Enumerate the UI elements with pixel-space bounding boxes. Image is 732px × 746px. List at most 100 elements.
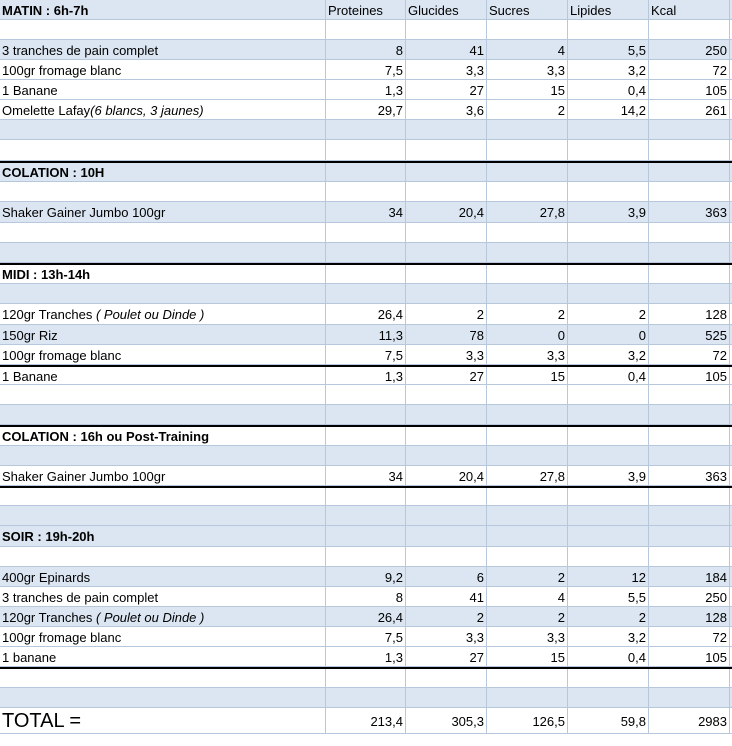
- sucres-cell[interactable]: [487, 526, 568, 547]
- kcal-cell[interactable]: [649, 506, 730, 526]
- kcal-cell[interactable]: 250: [649, 587, 730, 607]
- glucides-cell[interactable]: 27: [406, 647, 487, 667]
- glucides-cell[interactable]: [406, 20, 487, 40]
- proteines-cell[interactable]: 7,5: [326, 627, 406, 647]
- kcal-cell[interactable]: [649, 669, 730, 688]
- glucides-cell[interactable]: 3,3: [406, 345, 487, 365]
- kcal-cell[interactable]: 105: [649, 647, 730, 667]
- glucides-cell[interactable]: [406, 182, 487, 202]
- sucres-cell[interactable]: 126,5: [487, 708, 568, 734]
- lipides-cell[interactable]: [568, 446, 649, 466]
- food-item-cell[interactable]: 3 tranches de pain complet: [0, 40, 326, 60]
- lipides-cell[interactable]: 59,8: [568, 708, 649, 734]
- sucres-cell[interactable]: 3,3: [487, 60, 568, 80]
- glucides-cell[interactable]: 2: [406, 607, 487, 627]
- lipides-cell[interactable]: 2: [568, 304, 649, 325]
- kcal-cell[interactable]: [649, 488, 730, 506]
- sucres-cell[interactable]: [487, 488, 568, 506]
- proteines-cell[interactable]: [326, 488, 406, 506]
- sucres-cell[interactable]: [487, 265, 568, 284]
- glucides-cell[interactable]: [406, 488, 487, 506]
- lipides-cell[interactable]: [568, 547, 649, 567]
- kcal-cell[interactable]: [649, 243, 730, 263]
- proteines-cell[interactable]: [326, 446, 406, 466]
- glucides-cell[interactable]: 3,6: [406, 100, 487, 120]
- glucides-cell[interactable]: 20,4: [406, 466, 487, 486]
- lipides-cell[interactable]: [568, 163, 649, 182]
- lipides-cell[interactable]: [568, 20, 649, 40]
- kcal-cell[interactable]: [649, 547, 730, 567]
- sucres-cell[interactable]: [487, 284, 568, 304]
- proteines-cell[interactable]: 1,3: [326, 80, 406, 100]
- proteines-cell[interactable]: [326, 265, 406, 284]
- empty-cell[interactable]: [0, 669, 326, 688]
- proteines-cell[interactable]: 1,3: [326, 367, 406, 385]
- proteines-cell[interactable]: [326, 120, 406, 140]
- glucides-cell[interactable]: 27: [406, 80, 487, 100]
- lipides-cell[interactable]: [568, 405, 649, 425]
- lipides-cell[interactable]: [568, 669, 649, 688]
- kcal-cell[interactable]: 72: [649, 627, 730, 647]
- proteines-cell[interactable]: 34: [326, 202, 406, 223]
- food-item-cell[interactable]: 100gr fromage blanc: [0, 627, 326, 647]
- sucres-cell[interactable]: 2: [487, 304, 568, 325]
- lipides-cell[interactable]: [568, 688, 649, 708]
- lipides-cell[interactable]: 0,4: [568, 80, 649, 100]
- lipides-cell[interactable]: Lipides: [568, 0, 649, 20]
- proteines-cell[interactable]: 1,3: [326, 647, 406, 667]
- glucides-cell[interactable]: 2: [406, 304, 487, 325]
- sucres-cell[interactable]: [487, 182, 568, 202]
- proteines-cell[interactable]: [326, 385, 406, 405]
- sucres-cell[interactable]: [487, 446, 568, 466]
- lipides-cell[interactable]: 3,2: [568, 345, 649, 365]
- food-item-cell[interactable]: Shaker Gainer Jumbo 100gr: [0, 202, 326, 223]
- glucides-cell[interactable]: 27: [406, 367, 487, 385]
- glucides-cell[interactable]: [406, 669, 487, 688]
- kcal-cell[interactable]: [649, 688, 730, 708]
- proteines-cell[interactable]: Proteines: [326, 0, 406, 20]
- kcal-cell[interactable]: [649, 446, 730, 466]
- proteines-cell[interactable]: 8: [326, 40, 406, 60]
- lipides-cell[interactable]: 2: [568, 607, 649, 627]
- proteines-cell[interactable]: [326, 547, 406, 567]
- proteines-cell[interactable]: [326, 688, 406, 708]
- glucides-cell[interactable]: [406, 223, 487, 243]
- proteines-cell[interactable]: [326, 243, 406, 263]
- glucides-cell[interactable]: Glucides: [406, 0, 487, 20]
- section-title-cell[interactable]: COLATION : 16h ou Post-Training: [0, 427, 326, 446]
- kcal-cell[interactable]: [649, 265, 730, 284]
- empty-cell[interactable]: [0, 385, 326, 405]
- glucides-cell[interactable]: [406, 427, 487, 446]
- sucres-cell[interactable]: [487, 140, 568, 161]
- food-item-cell[interactable]: 1 Banane: [0, 80, 326, 100]
- food-item-cell[interactable]: 150gr Riz: [0, 325, 326, 345]
- empty-cell[interactable]: [0, 446, 326, 466]
- sucres-cell[interactable]: 4: [487, 40, 568, 60]
- lipides-cell[interactable]: 0,4: [568, 647, 649, 667]
- proteines-cell[interactable]: [326, 405, 406, 425]
- glucides-cell[interactable]: 6: [406, 567, 487, 587]
- glucides-cell[interactable]: [406, 385, 487, 405]
- lipides-cell[interactable]: 14,2: [568, 100, 649, 120]
- total-label-cell[interactable]: TOTAL =: [0, 708, 326, 734]
- kcal-cell[interactable]: [649, 140, 730, 161]
- glucides-cell[interactable]: [406, 120, 487, 140]
- sucres-cell[interactable]: [487, 223, 568, 243]
- food-item-cell[interactable]: 400gr Epinards: [0, 567, 326, 587]
- section-title-cell[interactable]: MIDI : 13h-14h: [0, 265, 326, 284]
- sucres-cell[interactable]: 15: [487, 80, 568, 100]
- lipides-cell[interactable]: [568, 265, 649, 284]
- proteines-cell[interactable]: 29,7: [326, 100, 406, 120]
- sucres-cell[interactable]: 4: [487, 587, 568, 607]
- proteines-cell[interactable]: [326, 223, 406, 243]
- kcal-cell[interactable]: 363: [649, 466, 730, 486]
- proteines-cell[interactable]: 9,2: [326, 567, 406, 587]
- glucides-cell[interactable]: 78: [406, 325, 487, 345]
- lipides-cell[interactable]: [568, 182, 649, 202]
- glucides-cell[interactable]: 41: [406, 587, 487, 607]
- kcal-cell[interactable]: Kcal: [649, 0, 730, 20]
- section-title-cell[interactable]: SOIR : 19h-20h: [0, 526, 326, 547]
- sucres-cell[interactable]: [487, 427, 568, 446]
- empty-cell[interactable]: [0, 140, 326, 161]
- section-title-cell[interactable]: COLATION : 10H: [0, 163, 326, 182]
